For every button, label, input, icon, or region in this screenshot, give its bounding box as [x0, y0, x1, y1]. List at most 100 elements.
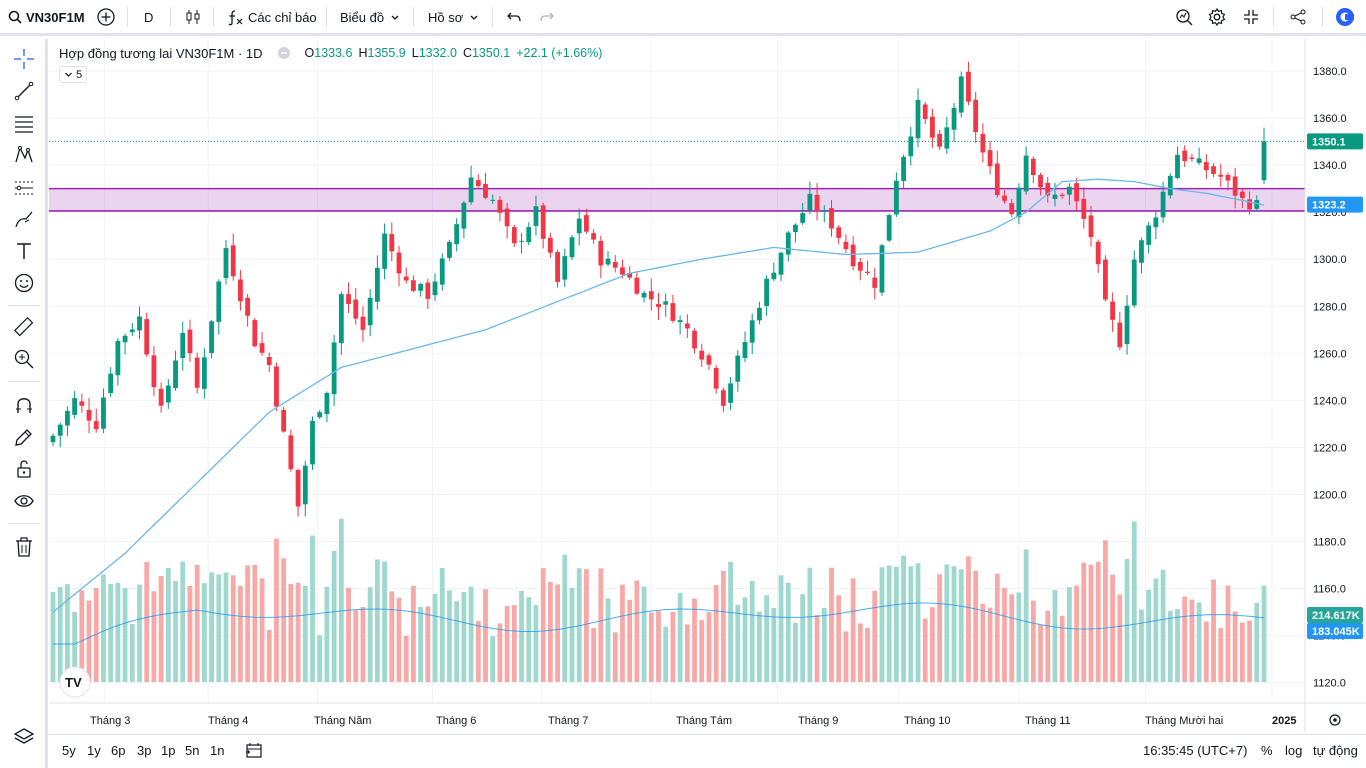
range-button-5y[interactable]: 5y — [62, 743, 76, 758]
profile-menu-button[interactable]: Hồ sơ — [428, 0, 481, 34]
percent-toggle[interactable]: % — [1261, 743, 1273, 758]
volume-bar — [778, 575, 784, 682]
volume-bar — [259, 578, 265, 682]
auto-toggle[interactable]: tự động — [1313, 743, 1358, 758]
clock-timezone[interactable]: 16:35:45 (UTC+7) — [1143, 743, 1248, 758]
volume-bar — [1030, 600, 1036, 682]
volume-bar — [591, 627, 597, 682]
volume-bar — [1045, 610, 1051, 682]
candle-body — [238, 279, 243, 302]
candle-body — [1074, 183, 1079, 202]
candle-body — [367, 297, 373, 326]
remove-drawings-tool[interactable] — [10, 533, 38, 561]
stay-in-drawing-tool[interactable] — [10, 423, 38, 451]
price-tick-label: 1300.0 — [1313, 254, 1347, 266]
time-axis-label: Tháng 10 — [904, 715, 950, 727]
undo-icon — [507, 12, 521, 22]
drawing-toolbar — [0, 39, 48, 768]
volume-bar — [180, 561, 186, 682]
emoji-tool[interactable] — [10, 269, 38, 297]
logo-badge[interactable] — [59, 666, 91, 698]
range-button-1y[interactable]: 1y — [87, 743, 101, 758]
volume-bar — [814, 615, 820, 682]
price-tick-label: 1380.0 — [1313, 66, 1347, 78]
volume-bar — [540, 568, 546, 682]
date-range-button[interactable] — [245, 741, 263, 762]
zoom-in-tool[interactable] — [10, 345, 38, 373]
volume-bar — [620, 584, 625, 682]
candle-body — [627, 273, 633, 278]
volume-bar — [173, 580, 178, 682]
symbol-search[interactable]: VN30F1M — [8, 0, 85, 34]
candle-body — [1146, 225, 1152, 245]
measure-tool[interactable] — [10, 313, 38, 341]
compare-button[interactable] — [96, 0, 116, 34]
candle-body — [656, 304, 661, 308]
candle-body — [793, 224, 798, 233]
volume-bar — [1038, 624, 1043, 682]
fib-tool[interactable] — [10, 109, 38, 137]
volume-bar — [886, 565, 892, 682]
legend-low-key: L — [411, 46, 419, 60]
redo-button[interactable] — [538, 0, 556, 34]
brand-logo-icon — [1336, 8, 1354, 26]
zoom-search-button[interactable] — [1174, 0, 1194, 34]
chart-menu-button[interactable]: Biểu đồ — [340, 0, 402, 34]
lock-drawings-tool[interactable] — [10, 455, 38, 483]
range-button-1n[interactable]: 1n — [210, 743, 225, 758]
undo-button[interactable] — [505, 0, 523, 34]
visibility-dot-icon[interactable] — [277, 46, 291, 60]
brush-tool[interactable] — [10, 205, 38, 233]
range-button-3p[interactable]: 3p — [137, 743, 152, 758]
candle-body — [475, 180, 481, 187]
interval-button[interactable]: D — [144, 0, 153, 34]
axis-settings-icon[interactable] — [1329, 714, 1341, 726]
price-chart[interactable]: 1380.01360.01340.01320.01300.01280.01260… — [45, 39, 1366, 732]
range-button-1p[interactable]: 1p — [161, 743, 176, 758]
chart-pane[interactable]: 1380.0 1360.0 1340.0 1320.0 1300.0 1280.0 1260… — [45, 39, 1366, 732]
candle-body — [1239, 191, 1245, 198]
volume-bar — [403, 635, 409, 682]
candle-body — [389, 234, 395, 252]
fullscreen-button[interactable] — [1242, 0, 1260, 34]
volume-bar — [266, 630, 272, 682]
chart-type-button[interactable] — [184, 0, 202, 34]
range-button-6p[interactable]: 6p — [111, 743, 126, 758]
volume-ma-line — [53, 602, 1265, 645]
candle-body — [785, 232, 791, 255]
volume-bar — [151, 591, 157, 682]
magnet-tool[interactable] — [10, 391, 38, 419]
crosshair-tool[interactable] — [10, 45, 38, 73]
candle-body — [944, 127, 950, 149]
indicators-button[interactable]: Các chỉ báo — [226, 0, 317, 34]
volume-bar — [187, 585, 193, 682]
candle-body — [180, 333, 186, 359]
object-tree-button[interactable] — [10, 723, 38, 751]
smiley-icon — [14, 273, 34, 293]
candle-body — [1153, 217, 1159, 228]
forecast-tool[interactable] — [10, 173, 38, 201]
volume-bar — [1074, 585, 1079, 682]
add-circle-icon — [97, 8, 115, 26]
hide-drawings-tool[interactable] — [10, 487, 38, 515]
volume-bar — [238, 585, 243, 682]
share-button[interactable] — [1289, 0, 1307, 34]
brand-logo-button[interactable] — [1334, 0, 1356, 34]
legend-close: 1350.1 — [471, 46, 511, 60]
range-button-5n[interactable]: 5n — [185, 743, 200, 758]
volume-bar — [302, 585, 308, 682]
text-tool[interactable] — [10, 237, 38, 265]
indicators-toggle[interactable]: 5 — [59, 66, 87, 83]
pattern-tool[interactable] — [10, 141, 38, 169]
volume-bar — [86, 600, 92, 682]
candle-body — [461, 202, 467, 229]
trend-line-tool[interactable] — [10, 77, 38, 105]
candle-body — [1131, 259, 1137, 306]
volume-bar — [418, 606, 424, 682]
volume-bar — [108, 584, 114, 682]
log-toggle[interactable]: log — [1285, 743, 1303, 758]
candle-body — [1030, 158, 1036, 176]
settings-button[interactable] — [1207, 0, 1227, 34]
candle-body — [829, 208, 834, 229]
price-tick-label: 1180.0 — [1313, 537, 1346, 549]
